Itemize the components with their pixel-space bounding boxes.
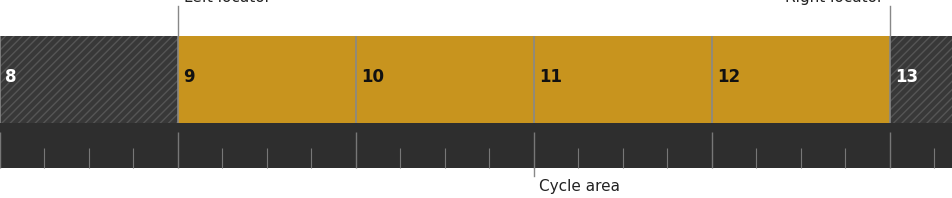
Bar (0, 123, 952, 168)
Text: 13: 13 (895, 69, 918, 87)
Text: Right locator: Right locator (785, 0, 883, 5)
Text: Left locator: Left locator (184, 0, 271, 5)
Text: 10: 10 (361, 69, 384, 87)
Bar (890, 36, 952, 123)
Text: Cycle area: Cycle area (539, 179, 620, 194)
Text: 8: 8 (5, 69, 16, 87)
Text: 9: 9 (183, 69, 194, 87)
Bar (178, 36, 890, 123)
Text: 11: 11 (539, 69, 562, 87)
Bar (0, 36, 178, 123)
Text: 12: 12 (717, 69, 740, 87)
